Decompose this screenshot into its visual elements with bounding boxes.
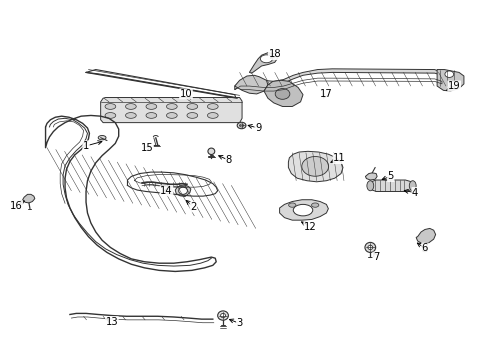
Polygon shape xyxy=(365,173,376,180)
Ellipse shape xyxy=(301,157,328,176)
Ellipse shape xyxy=(217,311,228,320)
Polygon shape xyxy=(234,69,441,90)
Ellipse shape xyxy=(275,89,289,99)
Ellipse shape xyxy=(178,187,187,194)
Polygon shape xyxy=(234,75,267,94)
Ellipse shape xyxy=(367,245,372,249)
Ellipse shape xyxy=(146,104,157,109)
Text: 9: 9 xyxy=(254,123,261,133)
Polygon shape xyxy=(22,194,35,203)
Polygon shape xyxy=(279,200,328,220)
Ellipse shape xyxy=(166,104,177,109)
Ellipse shape xyxy=(364,242,375,252)
Text: 7: 7 xyxy=(372,252,379,262)
Ellipse shape xyxy=(98,135,106,140)
Ellipse shape xyxy=(288,203,295,207)
Polygon shape xyxy=(369,180,412,192)
Text: 11: 11 xyxy=(332,153,345,163)
Text: 10: 10 xyxy=(179,89,192,99)
Text: 17: 17 xyxy=(319,89,332,99)
Ellipse shape xyxy=(237,122,245,129)
Text: 14: 14 xyxy=(160,186,172,196)
Ellipse shape xyxy=(448,81,456,87)
Polygon shape xyxy=(175,185,190,197)
Ellipse shape xyxy=(311,203,318,207)
Polygon shape xyxy=(101,98,242,123)
Polygon shape xyxy=(415,228,435,244)
Ellipse shape xyxy=(125,104,136,109)
Ellipse shape xyxy=(125,113,136,118)
Ellipse shape xyxy=(444,71,453,77)
Text: 2: 2 xyxy=(190,202,196,212)
Text: 16: 16 xyxy=(10,201,22,211)
Text: 13: 13 xyxy=(105,317,118,327)
Text: 19: 19 xyxy=(447,81,460,91)
Ellipse shape xyxy=(186,113,197,118)
Text: 18: 18 xyxy=(268,49,281,59)
Text: 15: 15 xyxy=(141,143,153,153)
Ellipse shape xyxy=(105,104,116,109)
Polygon shape xyxy=(249,53,277,73)
Ellipse shape xyxy=(220,314,225,318)
Ellipse shape xyxy=(293,204,312,216)
Ellipse shape xyxy=(186,104,197,109)
Ellipse shape xyxy=(207,104,218,109)
Ellipse shape xyxy=(166,113,177,118)
Polygon shape xyxy=(436,69,463,91)
Ellipse shape xyxy=(146,113,157,118)
Ellipse shape xyxy=(207,113,218,118)
Ellipse shape xyxy=(207,148,214,154)
Text: 3: 3 xyxy=(236,319,242,328)
Ellipse shape xyxy=(260,55,272,63)
Ellipse shape xyxy=(408,181,415,191)
Text: 4: 4 xyxy=(411,188,417,198)
Ellipse shape xyxy=(366,181,373,191)
Ellipse shape xyxy=(239,124,243,127)
Text: 12: 12 xyxy=(304,222,316,231)
Text: 6: 6 xyxy=(421,243,427,253)
Text: 1: 1 xyxy=(82,141,89,151)
Text: 8: 8 xyxy=(225,155,231,165)
Text: 5: 5 xyxy=(387,171,393,181)
Polygon shape xyxy=(288,151,342,182)
Ellipse shape xyxy=(105,113,116,118)
Polygon shape xyxy=(264,80,303,107)
